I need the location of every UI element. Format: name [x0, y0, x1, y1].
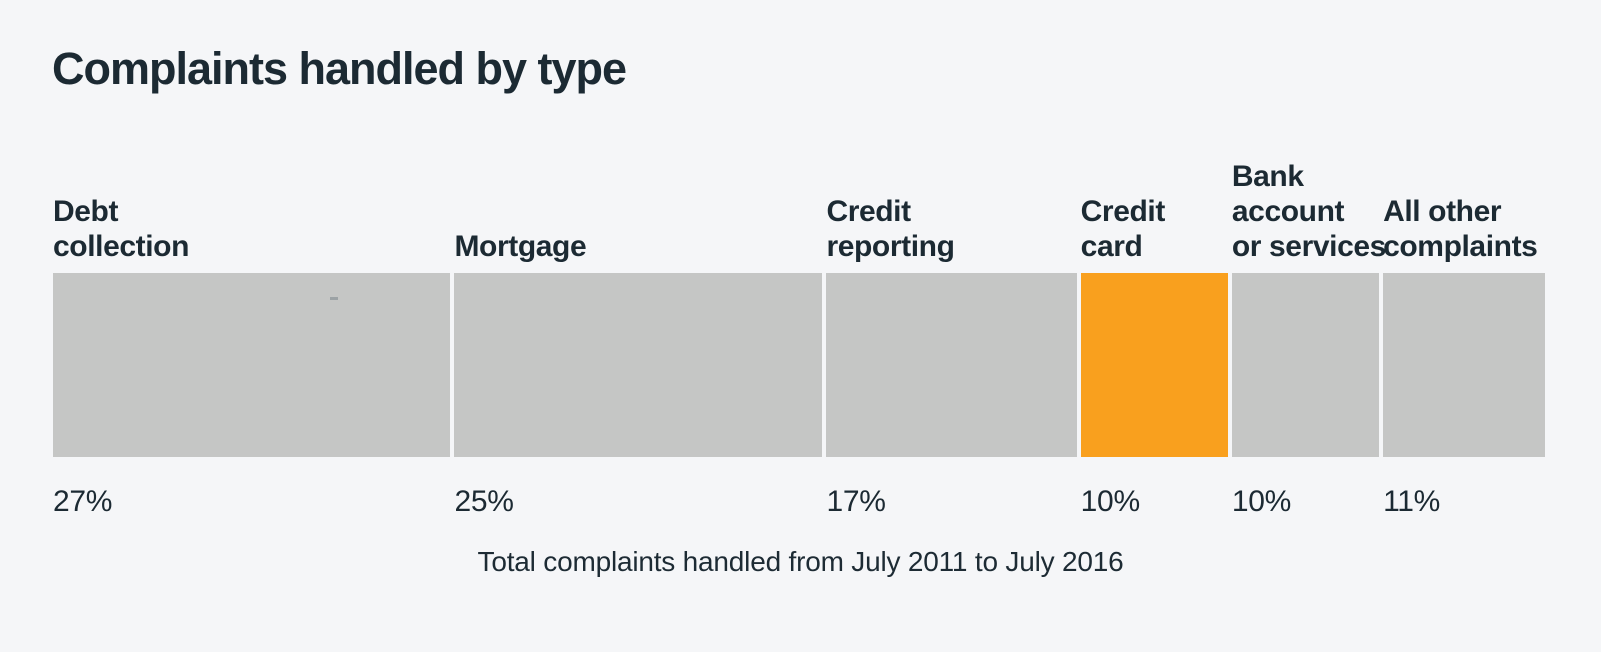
segment-label-line: Bank: [1231, 160, 1304, 193]
segment-label-line: Credit: [826, 195, 911, 228]
value-label-debt-collection: 27%: [53, 485, 113, 518]
segment-label-credit-card: Credit card: [1081, 134, 1228, 273]
chart-column-credit-card: Credit card 10%: [1080, 134, 1228, 519]
bar-segment-credit-card: [1080, 273, 1228, 457]
value-label-credit-card: 10%: [1080, 485, 1140, 518]
segment-label-line: All other: [1383, 195, 1502, 228]
value-label-mortgage: 25%: [454, 485, 514, 518]
segment-label-line: Credit: [1080, 195, 1166, 228]
chart-column-mortgage: Mortgage 25%: [454, 134, 823, 519]
bar-segment-mortgage: [454, 273, 823, 457]
bar-segment-bank-account-or-services: [1231, 273, 1380, 457]
chart-column-debt-collection: Debt collection 27%: [53, 134, 451, 519]
chart-title: Complaints handled by type: [52, 43, 627, 94]
stacked-bar-chart: Debt collection 27% Mortgage 25% Credit report…: [53, 134, 1545, 519]
bar-segment-debt-collection: [53, 273, 451, 457]
chart-caption: Total complaints handled from July 2011 …: [477, 546, 1124, 577]
chart-column-all-other-complaints: All other complaints 11%: [1383, 134, 1545, 519]
segment-label-debt-collection: Debt collection: [53, 134, 450, 273]
segment-label-line: Mortgage: [454, 230, 587, 263]
segment-label-mortgage: Mortgage: [454, 134, 822, 273]
segment-label-line: reporting: [826, 230, 955, 263]
value-label-all-other-complaints: 11%: [1383, 485, 1440, 518]
segment-label-line: complaints: [1383, 230, 1538, 263]
segment-label-line: card: [1080, 230, 1143, 263]
value-label-bank-account-or-services: 10%: [1231, 485, 1292, 518]
chart-column-credit-reporting: Credit reporting 17%: [826, 134, 1077, 519]
bar-segment-credit-reporting: [826, 273, 1077, 457]
chart-column-bank-account-or-services: Bank account or services 10%: [1231, 134, 1386, 519]
segment-label-line: or services: [1231, 230, 1386, 263]
stray-mark: [330, 297, 338, 300]
value-label-credit-reporting: 17%: [826, 485, 886, 518]
segment-label-all-other-complaints: All other complaints: [1383, 134, 1545, 273]
segment-label-line: account: [1231, 195, 1345, 228]
segment-label-line: Debt: [53, 195, 119, 228]
bar-segment-all-other-complaints: [1383, 273, 1545, 457]
segment-label-line: collection: [53, 230, 190, 263]
segment-label-credit-reporting: Credit reporting: [826, 134, 1076, 273]
segment-label-bank-account-or-services: Bank account or services: [1231, 134, 1386, 273]
